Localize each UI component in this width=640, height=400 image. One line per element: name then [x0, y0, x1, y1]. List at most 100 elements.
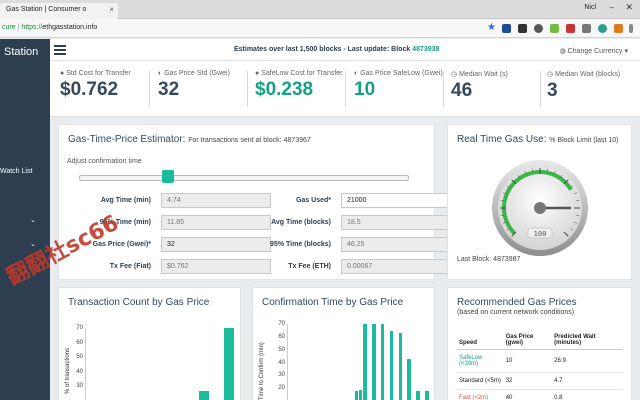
wait-cell: 4.7: [552, 372, 623, 390]
gas-price-input[interactable]: 32: [161, 237, 271, 252]
stat-safelow-gas-price: ◐ Gas Price SafeLow (Gwei) 10: [354, 70, 443, 110]
table-row: Standard (<5m) 32 4.7: [457, 372, 623, 390]
sidebar-item-watch-list[interactable]: Watch List: [0, 168, 33, 175]
stat-label: Median Wait (s): [459, 71, 508, 78]
url-text[interactable]: cure | https://ethgasstation.info: [2, 24, 98, 31]
extension-icon[interactable]: [534, 24, 543, 33]
tick-label: 70: [76, 325, 83, 331]
avg-time-min-field: 4.74: [161, 193, 271, 208]
chart-bar: [223, 328, 234, 400]
gauge-tick: [517, 174, 520, 178]
chart-bar: [407, 358, 411, 400]
column-header: Gas Price (gwei): [503, 331, 553, 350]
panel-title: Real Time Gas Use:: [457, 134, 547, 145]
confirm-time-chart: [287, 324, 429, 400]
extension-icon[interactable]: [614, 24, 623, 33]
stat-std-gas-price: ◐ Gas Price Std (Gwei) 32: [158, 70, 230, 110]
stat-value: 3: [547, 80, 558, 101]
divider: [149, 71, 150, 107]
tx-count-chart: [85, 328, 235, 400]
gauge-tick: [502, 192, 506, 195]
tick-label: 30: [278, 372, 285, 379]
change-currency-button[interactable]: ◍ Change Currency ▾: [560, 47, 628, 55]
tick-label: 40: [278, 359, 285, 366]
extension-icon[interactable]: [582, 24, 591, 33]
divider: [443, 71, 444, 107]
chart-ylabel: Time to Confirm (min): [259, 342, 265, 400]
gauge-tick: [560, 174, 563, 178]
gauge-tick: [570, 228, 574, 231]
price-cell: 32: [503, 372, 553, 390]
stat-label: Gas Price Std (Gwei): [164, 70, 230, 77]
confirmation-slider[interactable]: [79, 175, 409, 181]
window-close-icon[interactable]: ✕: [625, 2, 633, 12]
sidebar: Station Watch List ⌄ ⌄: [0, 39, 50, 400]
stats-row: ● Std Cost for Transfer $0.762 ◐ Gas Pri…: [50, 61, 640, 117]
extension-icon[interactable]: [550, 24, 559, 33]
stat-label: SafeLow Cost for Transfer: [261, 70, 343, 77]
field-label: Avg Time (blocks): [271, 219, 331, 226]
gauge-tick: [502, 221, 506, 224]
field-label: Gas Price (Gwei)*: [92, 241, 151, 248]
currency-label: Change Currency: [567, 48, 623, 55]
price-cell: 40: [503, 389, 553, 400]
extension-icon[interactable]: [566, 24, 575, 33]
brand-title[interactable]: Station: [4, 46, 39, 58]
panel-subtitle: (based on current network conditions): [457, 309, 575, 316]
minimize-icon[interactable]: –: [609, 3, 614, 12]
hamburger-icon[interactable]: [54, 45, 66, 55]
chevron-down-icon[interactable]: ⌄: [30, 241, 36, 248]
chevron-down-icon[interactable]: ⌄: [30, 217, 36, 224]
field-label: Gas Used*: [295, 197, 331, 204]
chart-bar: [372, 324, 376, 400]
tx-fee-eth-field: 0.00067: [341, 259, 451, 274]
confirm-time-panel: Confirmation Time by Gas Price Time to C…: [252, 287, 435, 400]
caret-down-icon: ▾: [624, 48, 628, 55]
panel-subtitle: For transactions sent at block: 4873967: [188, 137, 311, 144]
menu-icon[interactable]: [629, 24, 633, 33]
tick-label: 60: [278, 333, 285, 340]
gauge-tick: [500, 199, 504, 202]
url-scheme: https://: [21, 24, 43, 31]
field-label: Avg Time (min): [100, 197, 151, 204]
gauge-icon: ◐: [158, 70, 163, 77]
stat-safelow-cost: ● SafeLow Cost for Transfer $0.238: [255, 70, 343, 110]
slider-thumb[interactable]: [162, 170, 175, 183]
top-header: Estimates over last 1,500 blocks - Last …: [50, 39, 640, 61]
gas-gauge: 100: [492, 160, 588, 256]
stat-median-wait-blocks: ◷ Median Wait (blocks) 3: [547, 70, 620, 110]
tick-label: 40: [76, 368, 83, 375]
gauge-tick: [524, 170, 527, 174]
stat-std-cost: ● Std Cost for Transfer $0.762: [60, 70, 131, 110]
stat-value: $0.762: [60, 79, 119, 100]
profile-name[interactable]: Nicl: [584, 4, 596, 11]
gauge-icon: ◐: [354, 70, 359, 77]
gauge-tick: [531, 168, 534, 172]
browser-tab[interactable]: Gas Station | Consumer o ×: [0, 3, 118, 19]
address-bar[interactable]: cure | https://ethgasstation.info ★: [0, 19, 640, 38]
gas-used-input[interactable]: 21000: [341, 193, 451, 208]
gauge-tick: [506, 185, 510, 188]
url-host: ethgasstation.info: [42, 24, 98, 31]
adjust-label: Adjust confirmation time: [67, 158, 142, 165]
extension-icon[interactable]: [598, 24, 607, 33]
speed-cell: Fast (<2m): [457, 389, 504, 400]
chart-bar: [425, 391, 429, 400]
stat-label: Std Cost for Transfer: [66, 70, 131, 77]
column-header: Speed: [457, 331, 504, 350]
table-row: SafeLow (<30m) 10 26.9: [457, 349, 623, 373]
bookmark-star-icon[interactable]: ★: [487, 22, 496, 33]
column-header: Predicted Wait (minutes): [552, 331, 623, 350]
stat-median-wait-s: ◷ Median Wait (s) 46: [451, 70, 508, 110]
extension-icon[interactable]: [518, 24, 527, 33]
tick-label: 20: [278, 385, 285, 392]
extension-icon[interactable]: [502, 24, 511, 33]
divider: [345, 71, 346, 107]
field-label: 95% Time (min): [99, 219, 151, 226]
tab-close-icon[interactable]: ×: [109, 5, 114, 14]
gauge-tick: [576, 214, 580, 217]
chart-bar: [389, 330, 394, 400]
field-label: 95% Time (blocks): [270, 241, 331, 248]
gauge-tick: [563, 231, 569, 237]
panel-title: Gas-Time-Price Estimator:: [68, 134, 186, 145]
